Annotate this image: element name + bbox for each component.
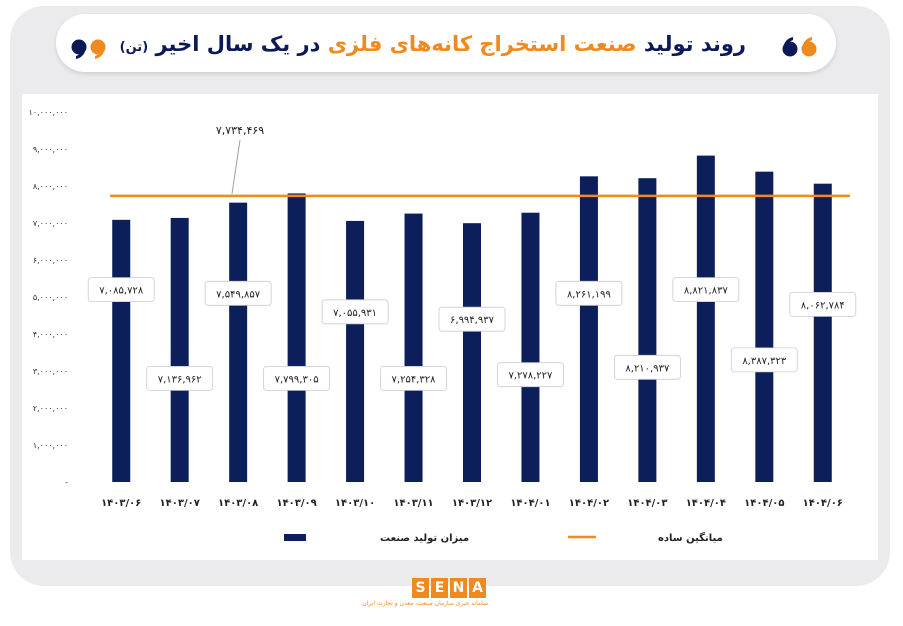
x-tick-label: ۱۴۰۳/۰۸ xyxy=(218,498,258,509)
average-value-label: ۷,۷۳۴,۴۶۹ xyxy=(216,124,264,137)
data-label: ۸,۲۱۰,۹۳۷ xyxy=(613,354,681,380)
bar xyxy=(755,171,774,482)
logo-tagline: سامانه خبری سازمان صنعت، معدن و تجارت ای… xyxy=(362,600,488,607)
y-tick-label: ۸,۰۰۰,۰۰۰ xyxy=(33,182,68,191)
bar xyxy=(346,220,365,482)
y-tick-label: ۵,۰۰۰,۰۰۰ xyxy=(33,293,68,302)
y-tick-label: ۷,۰۰۰,۰۰۰ xyxy=(33,219,68,228)
bar xyxy=(638,178,657,483)
title-highlight: صنعت استخراج کانه‌های فلزی xyxy=(327,32,637,56)
svg-text:۷,۰۵۵,۹۳۱: ۷,۰۵۵,۹۳۱ xyxy=(333,308,377,319)
x-tick-label: ۱۴۰۴/۰۵ xyxy=(744,498,784,509)
bar xyxy=(696,155,715,482)
x-tick-label: ۱۴۰۴/۰۴ xyxy=(686,498,726,509)
x-tick-label: ۱۴۰۳/۰۷ xyxy=(160,498,200,509)
y-tick-label: ۱,۰۰۰,۰۰۰ xyxy=(33,441,68,450)
svg-text:۷,۲۷۸,۲۲۷: ۷,۲۷۸,۲۲۷ xyxy=(508,371,553,382)
bar xyxy=(287,193,306,482)
x-tick-label: ۱۴۰۴/۰۳ xyxy=(627,498,667,509)
data-label: ۷,۰۸۵,۷۲۸ xyxy=(87,277,155,303)
x-tick-label: ۱۴۰۳/۱۱ xyxy=(393,498,433,509)
svg-text:۸,۳۸۷,۳۲۳: ۸,۳۸۷,۳۲۳ xyxy=(742,356,787,367)
y-tick-label: ۴,۰۰۰,۰۰۰ xyxy=(33,330,68,339)
data-label: ۷,۲۵۴,۳۲۸ xyxy=(380,365,447,391)
logo-letter: E xyxy=(431,578,448,598)
x-tick-label: ۱۴۰۳/۰۶ xyxy=(101,498,141,509)
svg-text:۷,۵۴۹,۸۵۷: ۷,۵۴۹,۸۵۷ xyxy=(216,289,261,300)
average-pointer xyxy=(231,139,241,194)
svg-text:۷,۰۸۵,۷۲۸: ۷,۰۸۵,۷۲۸ xyxy=(99,286,144,297)
title-bar: روند تولید صنعت استخراج کانه‌های فلزی در… xyxy=(56,14,836,72)
title-part1: روند تولید xyxy=(643,32,746,56)
bar xyxy=(579,176,598,482)
bar-chart: - ۱,۰۰۰,۰۰۰ ۲,۰۰۰,۰۰۰ ۳,۰۰۰,۰۰۰ ۴,۰۰۰,۰۰۰ ۵,۰… xyxy=(29,108,857,544)
data-label: ۸,۰۶۲,۷۸۴ xyxy=(789,291,857,317)
data-label: ۷,۷۹۹,۳۰۵ xyxy=(263,365,331,391)
y-tick-label: - xyxy=(65,478,68,487)
bar xyxy=(521,212,540,482)
svg-text:۸,۸۲۱,۸۳۷: ۸,۸۲۱,۸۳۷ xyxy=(684,286,729,297)
legend-label-production: میزان تولید صنعت xyxy=(380,533,469,544)
y-tick-label: ۳,۰۰۰,۰۰۰ xyxy=(33,367,68,376)
data-label: ۷,۱۳۶,۹۶۲ xyxy=(146,365,214,391)
title-unit: (تن) xyxy=(119,40,149,55)
x-tick-label: ۱۴۰۳/۱۰ xyxy=(335,498,375,509)
bar xyxy=(404,213,423,482)
bar xyxy=(229,202,248,483)
x-tick-label: ۱۴۰۳/۱۲ xyxy=(452,498,492,509)
bar xyxy=(170,217,189,482)
data-label: ۸,۸۲۱,۸۳۷ xyxy=(672,277,740,303)
logo-letter: A xyxy=(469,578,486,598)
svg-text:۷,۲۵۴,۳۲۸: ۷,۲۵۴,۳۲۸ xyxy=(392,374,437,385)
svg-text:۸,۲۱۰,۹۳۷: ۸,۲۱۰,۹۳۷ xyxy=(625,363,670,374)
quote-mark-right-icon xyxy=(782,37,817,57)
data-label: ۶,۹۹۴,۹۳۷ xyxy=(438,306,506,332)
x-tick-label: ۱۴۰۴/۰۱ xyxy=(510,498,550,509)
data-label: ۷,۲۷۸,۲۲۷ xyxy=(497,362,564,388)
data-label: ۸,۳۸۷,۳۲۳ xyxy=(730,347,798,373)
chart-title: روند تولید صنعت استخراج کانه‌های فلزی در… xyxy=(120,28,746,60)
svg-text:۷,۷۹۹,۳۰۵: ۷,۷۹۹,۳۰۵ xyxy=(275,374,319,385)
svg-text:۷,۱۳۶,۹۶۲: ۷,۱۳۶,۹۶۲ xyxy=(158,374,202,385)
svg-text:۸,۲۶۱,۱۹۹: ۸,۲۶۱,۱۹۹ xyxy=(567,289,611,300)
data-label: ۷,۰۵۵,۹۳۱ xyxy=(321,299,389,325)
svg-text:۸,۰۶۲,۷۸۴: ۸,۰۶۲,۷۸۴ xyxy=(801,300,845,311)
logo-letter: N xyxy=(450,578,467,598)
legend-swatch-production xyxy=(284,534,306,541)
y-tick-label: ۱۰,۰۰۰,۰۰۰ xyxy=(29,108,68,117)
logo-letter: S xyxy=(412,578,429,598)
quote-mark-left-icon xyxy=(71,39,106,59)
bar xyxy=(813,183,832,482)
x-tick-label: ۱۴۰۴/۰۶ xyxy=(803,498,843,509)
y-tick-label: ۹,۰۰۰,۰۰۰ xyxy=(33,145,68,154)
svg-text:۶,۹۹۴,۹۳۷: ۶,۹۹۴,۹۳۷ xyxy=(450,315,495,326)
data-label: ۸,۲۶۱,۱۹۹ xyxy=(555,280,623,306)
bar xyxy=(112,219,131,482)
legend-label-average: میانگین ساده xyxy=(658,531,723,544)
y-tick-label: ۶,۰۰۰,۰۰۰ xyxy=(33,256,68,265)
x-tick-label: ۱۴۰۴/۰۲ xyxy=(569,498,609,509)
title-part2: در یک سال اخیر xyxy=(155,32,321,56)
bar xyxy=(463,223,481,483)
data-label: ۷,۵۴۹,۸۵۷ xyxy=(204,280,272,306)
x-tick-label: ۱۴۰۳/۰۹ xyxy=(276,498,316,509)
y-tick-label: ۲,۰۰۰,۰۰۰ xyxy=(33,404,68,413)
chart-panel: - ۱,۰۰۰,۰۰۰ ۲,۰۰۰,۰۰۰ ۳,۰۰۰,۰۰۰ ۴,۰۰۰,۰۰۰ ۵,۰… xyxy=(22,94,878,560)
